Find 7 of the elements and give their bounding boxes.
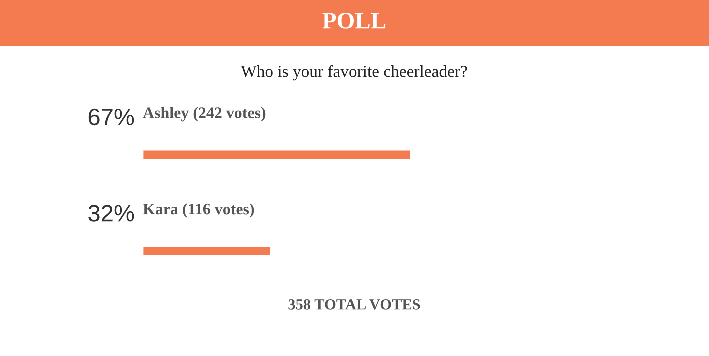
y-tick-label: Kara (116 votes) bbox=[143, 203, 254, 218]
y-tick-label: Ashley (242 votes) bbox=[143, 107, 266, 122]
data-label: 67% bbox=[88, 108, 134, 126]
chart-subtitle: Who is your favorite cheerleader? bbox=[241, 65, 468, 81]
data-label: 32% bbox=[88, 205, 134, 222]
chart-title: POLL bbox=[322, 13, 386, 29]
text: 358 TOTAL VOTES bbox=[288, 300, 420, 310]
